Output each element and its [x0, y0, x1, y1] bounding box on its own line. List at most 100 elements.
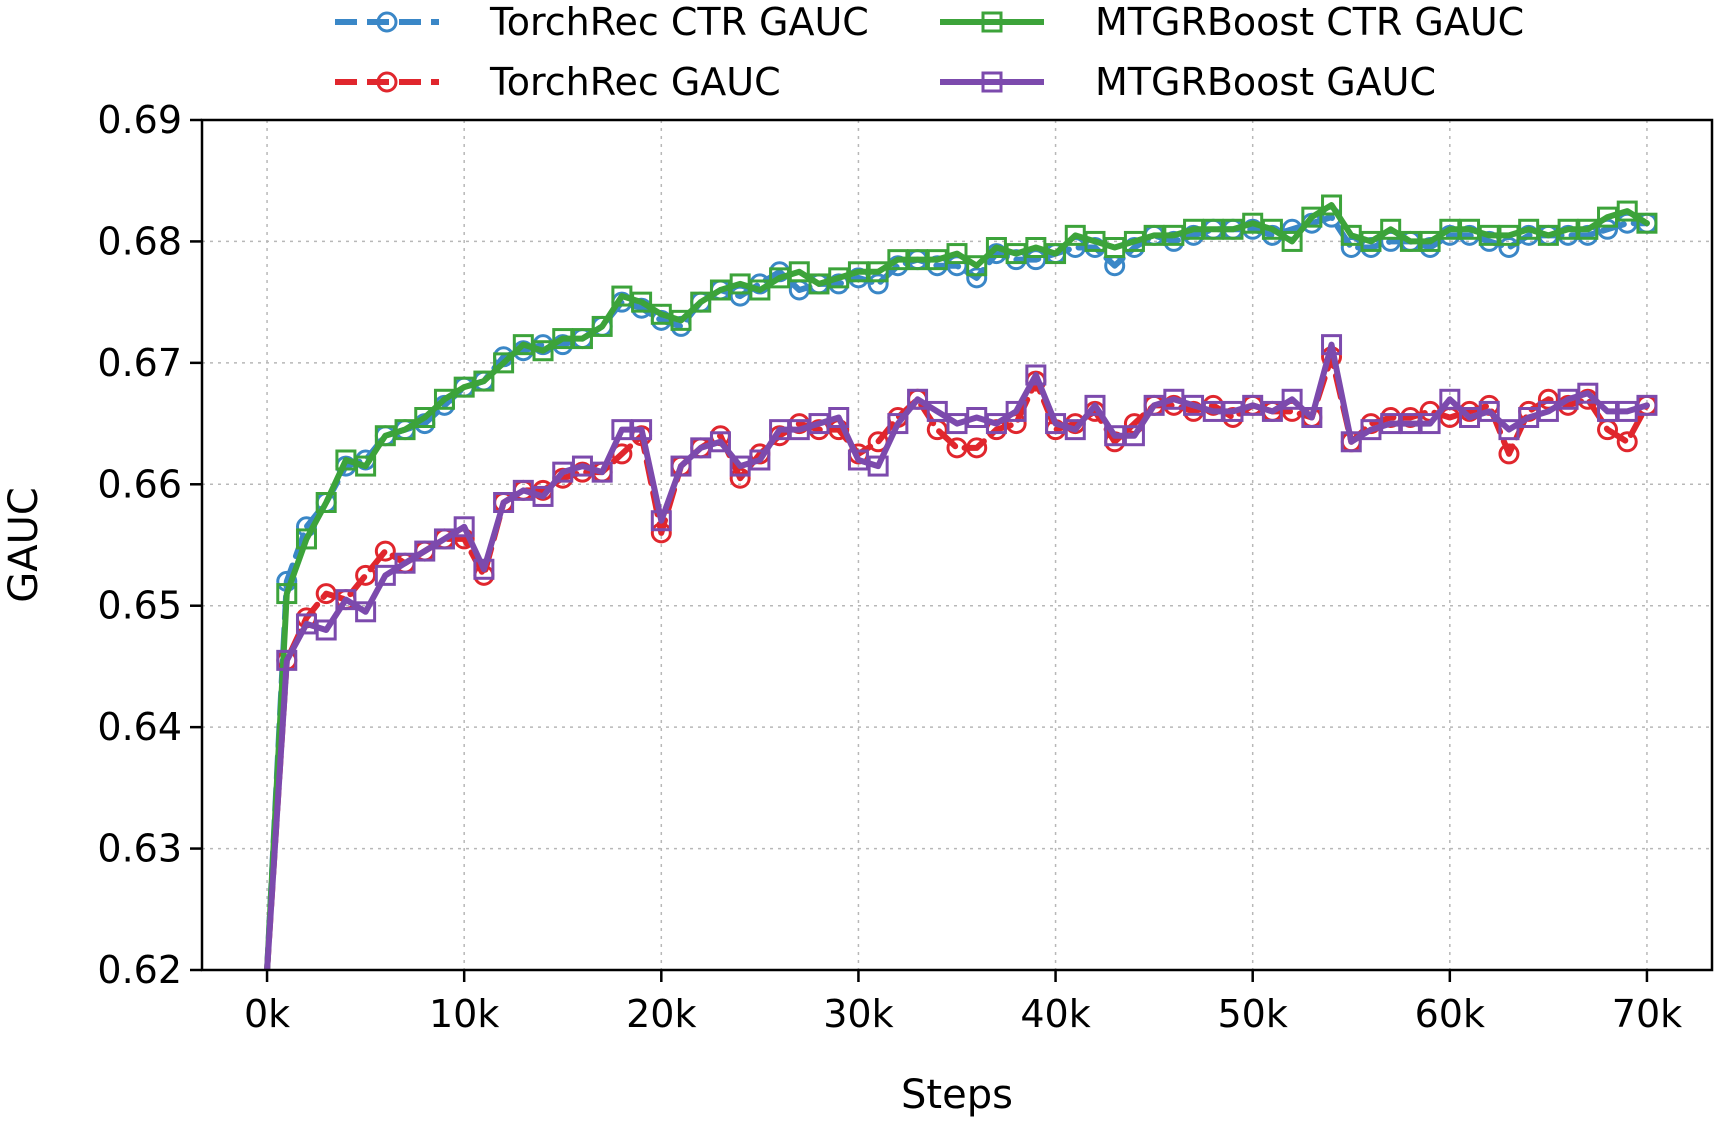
data-point-torchrec-gauc [374, 540, 396, 562]
data-point-mtgrboost-gauc [847, 449, 869, 471]
data-point-mtgrboost-gauc [729, 455, 751, 477]
data-point-mtgrboost-gauc [828, 407, 850, 428]
legend-label-mtgrboost-gauc: MTGRBoost GAUC [1095, 60, 1436, 104]
data-point-mtgrboost-ctr-gauc [1557, 218, 1579, 240]
data-point-mtgrboost-gauc [1557, 388, 1579, 410]
data-point-mtgrboost-ctr-gauc [1321, 194, 1343, 216]
legend-item-torchrec-gauc: TorchRec GAUC [335, 60, 781, 104]
data-point-torchrec-gauc [729, 467, 751, 489]
data-point-mtgrboost-gauc [532, 485, 554, 507]
data-point-mtgrboost-gauc [1498, 419, 1520, 441]
data-point-mtgrboost-ctr-gauc [788, 261, 810, 283]
data-point-mtgrboost-gauc [552, 461, 574, 483]
y-tick-label: 0.66 [97, 462, 182, 506]
data-point-torchrec-gauc [355, 564, 377, 586]
data-point-mtgrboost-gauc [670, 455, 692, 477]
data-point-mtgrboost-ctr-gauc [1340, 224, 1362, 246]
data-point-mtgrboost-ctr-gauc [591, 315, 613, 337]
data-point-mtgrboost-ctr-gauc [1419, 230, 1441, 252]
data-point-mtgrboost-ctr-gauc [1163, 224, 1185, 246]
x-tick-label: 10k [429, 992, 499, 1036]
data-point-mtgrboost-ctr-gauc [926, 249, 948, 271]
data-point-mtgrboost-gauc [1577, 382, 1599, 404]
data-point-mtgrboost-gauc [1419, 413, 1441, 435]
data-point-mtgrboost-ctr-gauc [493, 352, 515, 374]
data-point-mtgrboost-gauc [1084, 394, 1106, 416]
data-point-mtgrboost-ctr-gauc [1380, 218, 1402, 240]
data-point-mtgrboost-gauc [867, 455, 889, 477]
data-point-mtgrboost-ctr-gauc [1064, 224, 1086, 246]
data-point-torchrec-gauc [1498, 443, 1520, 465]
axes: 0k 10k 20k 30k 40k 50k 60k 70k 0.62 0.63 0.64 0.65 0… [97, 98, 1682, 1036]
legend-item-mtgrboost-gauc: MTGRBoost GAUC [940, 60, 1436, 104]
legend-label-torchrec-gauc: TorchRec GAUC [489, 60, 781, 104]
y-tick-label: 0.67 [97, 341, 182, 385]
data-point-mtgrboost-ctr-gauc [611, 285, 633, 307]
data-point-mtgrboost-gauc [946, 413, 968, 435]
data-point-mtgrboost-gauc [1518, 407, 1540, 428]
data-point-mtgrboost-gauc [1281, 388, 1303, 410]
x-tick-label: 40k [1020, 992, 1090, 1036]
data-point-mtgrboost-ctr-gauc [1261, 218, 1283, 240]
data-point-mtgrboost-ctr-gauc [729, 273, 751, 295]
data-point-mtgrboost-ctr-gauc [1459, 218, 1481, 240]
data-point-mtgrboost-ctr-gauc [709, 279, 731, 301]
data-point-mtgrboost-ctr-gauc [1143, 224, 1165, 246]
data-point-mtgrboost-ctr-gauc [1577, 218, 1599, 240]
data-point-mtgrboost-gauc [1222, 400, 1244, 422]
y-tick-label: 0.62 [97, 948, 182, 992]
data-point-mtgrboost-ctr-gauc [1439, 218, 1461, 240]
data-point-mtgrboost-ctr-gauc [1242, 212, 1264, 234]
series-torchrec-ctr-gauc [264, 206, 1658, 970]
data-point-mtgrboost-ctr-gauc [1478, 224, 1500, 246]
data-point-mtgrboost-ctr-gauc [847, 261, 869, 283]
data-point-mtgrboost-gauc [1163, 388, 1185, 410]
data-point-mtgrboost-gauc [907, 388, 929, 410]
data-point-mtgrboost-ctr-gauc [453, 376, 475, 398]
legend-item-mtgrboost-ctr-gauc: MTGRBoost CTR GAUC [940, 0, 1524, 44]
y-tick-label: 0.64 [97, 705, 182, 749]
y-tick-label: 0.69 [97, 98, 182, 142]
data-point-mtgrboost-ctr-gauc [1005, 243, 1027, 265]
data-point-mtgrboost-ctr-gauc [650, 303, 672, 325]
y-axis-title: GAUC [1, 487, 47, 603]
data-point-mtgrboost-gauc [1616, 400, 1638, 422]
data-point-mtgrboost-ctr-gauc [276, 583, 298, 605]
data-point-mtgrboost-gauc [374, 564, 396, 586]
data-point-torchrec-gauc [650, 522, 672, 544]
data-point-mtgrboost-ctr-gauc [690, 291, 712, 313]
data-point-mtgrboost-ctr-gauc [1222, 218, 1244, 240]
data-point-mtgrboost-gauc [295, 613, 317, 635]
plot-frame [200, 118, 1714, 972]
data-point-mtgrboost-gauc [1439, 388, 1461, 410]
data-point-mtgrboost-ctr-gauc [828, 267, 850, 289]
data-point-mtgrboost-ctr-gauc [907, 249, 929, 271]
data-point-mtgrboost-ctr-gauc [355, 455, 377, 477]
data-point-mtgrboost-ctr-gauc [1360, 230, 1382, 252]
data-point-mtgrboost-ctr-gauc [1498, 224, 1520, 246]
data-point-mtgrboost-gauc [650, 510, 672, 532]
data-point-torchrec-gauc [966, 437, 988, 459]
data-point-mtgrboost-ctr-gauc [966, 255, 988, 277]
x-axis-title: Steps [901, 1072, 1013, 1117]
data-point-torchrec-ctr-gauc [1498, 237, 1520, 258]
data-point-mtgrboost-ctr-gauc [1518, 218, 1540, 240]
data-point-mtgrboost-gauc [1636, 394, 1658, 416]
data-point-mtgrboost-ctr-gauc [1123, 230, 1145, 252]
data-point-mtgrboost-gauc [571, 455, 593, 477]
data-point-mtgrboost-gauc [1202, 400, 1224, 422]
plot-area [264, 194, 1658, 970]
data-point-mtgrboost-gauc [1459, 407, 1481, 428]
series-mtgrboost-gauc [264, 334, 1658, 970]
data-point-mtgrboost-ctr-gauc [1616, 200, 1638, 222]
data-point-mtgrboost-gauc [1261, 400, 1283, 422]
data-point-mtgrboost-ctr-gauc [808, 273, 830, 295]
data-point-mtgrboost-gauc [1123, 425, 1145, 447]
data-point-mtgrboost-ctr-gauc [374, 425, 396, 447]
data-point-mtgrboost-gauc [1399, 413, 1421, 435]
data-point-mtgrboost-gauc [788, 419, 810, 441]
data-point-mtgrboost-gauc [1025, 364, 1047, 386]
data-point-mtgrboost-ctr-gauc [1025, 237, 1047, 258]
data-point-mtgrboost-gauc [394, 552, 416, 574]
data-point-mtgrboost-gauc [1597, 400, 1619, 422]
